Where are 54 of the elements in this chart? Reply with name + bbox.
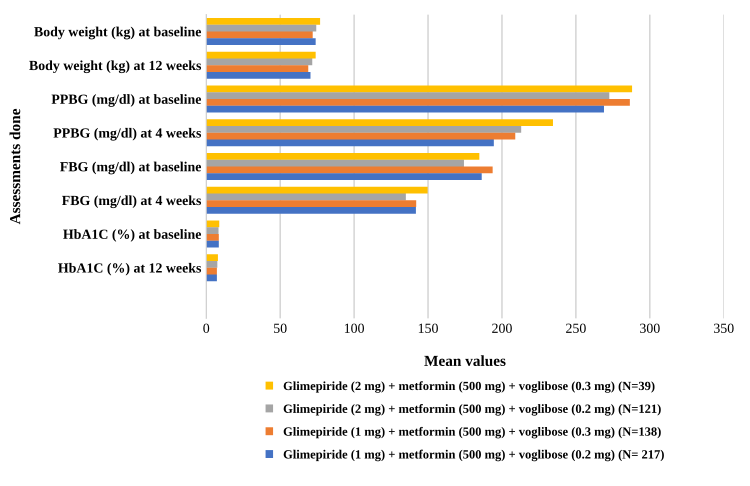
x-axis-title: Mean values: [424, 355, 506, 366]
x-tick-label: 250: [566, 324, 586, 333]
y-tick-label: Body weight (kg) at baseline: [34, 26, 202, 40]
bar: [206, 166, 493, 174]
bar: [206, 274, 217, 282]
bar: [206, 234, 219, 241]
bar: [206, 31, 313, 38]
x-tick-label: 150: [418, 324, 438, 333]
y-tick-label: HbA1C (%) at 12 weeks: [58, 262, 202, 276]
bar: [206, 227, 219, 234]
bar: [206, 52, 316, 58]
bar: [206, 152, 480, 160]
bar: [206, 193, 406, 200]
bar: [206, 58, 312, 66]
bar: [206, 220, 220, 228]
x-tick-label: 100: [344, 324, 364, 333]
legend-label: Glimepiride (2 mg) + metformin (500 mg) + voglibose (0.2 mg) (N=121): [284, 404, 661, 416]
bar: [206, 92, 610, 99]
y-tick-label: FBG (mg/dl) at 4 weeks: [62, 195, 202, 208]
y-tick-label: PPBG (mg/dl) at 4 weeks: [53, 128, 202, 141]
bar: [206, 106, 604, 112]
bar: [206, 24, 316, 32]
bar: [206, 85, 632, 92]
x-tick-label: 350: [714, 324, 734, 333]
x-tick-label: 300: [640, 324, 660, 333]
bar: [206, 260, 218, 268]
x-tick-label: 200: [492, 324, 512, 333]
bar: [206, 98, 630, 106]
bar: [206, 186, 428, 194]
legend-label: Glimepiride (1 mg) + metformin (500 mg) + voglibose (0.3 mg) (N=138): [284, 426, 661, 438]
x-tick-label: 50: [274, 324, 287, 333]
x-tick-label: 0: [203, 324, 210, 333]
y-tick-label: PPBG (mg/dl) at baseline: [52, 94, 202, 107]
legend-label: Glimepiride (2 mg) + metformin (500 mg) + voglibose (0.3 mg) (N=39): [284, 381, 655, 393]
bar: [206, 65, 308, 72]
bar: [206, 72, 310, 79]
bar: [206, 268, 217, 274]
bar: [206, 240, 219, 248]
y-tick-label: HbA1C (%) at baseline: [63, 229, 202, 242]
bar: [206, 139, 494, 146]
bar: [206, 126, 522, 133]
bar: [206, 254, 218, 261]
bar: [206, 18, 320, 25]
bar: [206, 119, 553, 126]
legend-label: Glimepiride (1 mg) + metformin (500 mg) + voglibose (0.2 mg) (N= 217): [284, 450, 664, 462]
bar: [206, 132, 516, 140]
y-tick-label: FBG (mg/dl) at baseline: [60, 162, 202, 174]
bar: [206, 200, 416, 207]
bar: [206, 160, 464, 166]
y-axis-title: Assessments done: [10, 108, 20, 224]
y-tick-label: Body weight (kg) at 12 weeks: [29, 60, 202, 74]
bar: [206, 206, 416, 214]
bar: [206, 38, 316, 45]
bar: [206, 173, 482, 180]
